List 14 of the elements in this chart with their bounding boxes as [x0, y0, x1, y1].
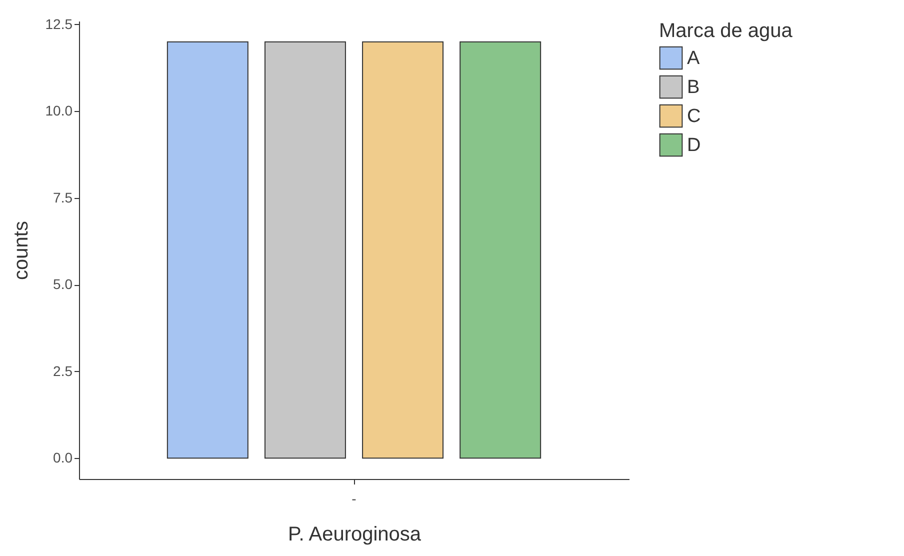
x-axis-title: P. Aeuroginosa: [288, 524, 422, 546]
legend-label: D: [687, 135, 701, 156]
legend-label: A: [687, 48, 700, 69]
y-tick-label: 5.0: [53, 276, 73, 292]
y-tick-label: 10.0: [45, 102, 73, 119]
legend-title: Marca de agua: [659, 20, 794, 42]
y-tick-label: 7.5: [53, 189, 73, 206]
y-tick-label: 2.5: [53, 362, 73, 379]
y-tick-label: 0.0: [53, 450, 73, 466]
legend-label: B: [687, 77, 700, 98]
x-tick-label: -: [352, 490, 357, 506]
y-tick-label: 12.5: [45, 16, 73, 32]
legend-label: C: [687, 106, 701, 127]
y-axis-title: counts: [10, 221, 32, 280]
